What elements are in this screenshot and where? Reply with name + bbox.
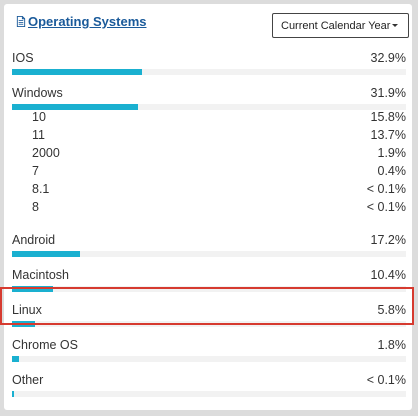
windows-version-row: 7 0.4%	[4, 162, 412, 180]
windows-version-row: 11 13.7%	[4, 126, 412, 144]
os-row-chrome-os: Chrome OS 1.8%	[4, 331, 412, 366]
windows-version-row: 8.1 < 0.1%	[4, 180, 412, 198]
os-row-android: Android 17.2%	[4, 226, 412, 261]
panel-header: Operating Systems Current Calendar Year	[4, 4, 412, 44]
os-label: Linux	[12, 303, 42, 317]
version-percent: 15.8%	[370, 110, 406, 124]
version-label: 2000	[32, 146, 60, 160]
os-row-ios: IOS 32.9%	[4, 44, 412, 79]
version-percent: < 0.1%	[366, 200, 406, 214]
os-bar-track	[12, 356, 406, 362]
version-label: 11	[32, 128, 45, 142]
panel-title: Operating Systems	[28, 14, 147, 29]
os-percent: < 0.1%	[366, 373, 406, 387]
os-label: Other	[12, 373, 44, 387]
os-bar-track	[12, 391, 406, 397]
os-row-windows: Windows 31.9%	[4, 79, 412, 114]
os-label: Macintosh	[12, 268, 69, 282]
os-bar-fill	[12, 391, 14, 397]
document-icon	[16, 16, 26, 27]
os-label: Android	[12, 233, 56, 247]
os-percent: 31.9%	[370, 86, 406, 100]
os-bar-track	[12, 286, 406, 292]
version-percent: < 0.1%	[366, 182, 406, 196]
os-percent: 17.2%	[370, 233, 406, 247]
os-bar-fill	[12, 286, 54, 292]
os-bar-fill	[12, 356, 20, 362]
os-bar-track	[12, 69, 406, 75]
windows-version-row: 10 15.8%	[4, 108, 412, 126]
version-percent: 1.9%	[377, 146, 407, 160]
os-label: Chrome OS	[12, 338, 78, 352]
os-percent: 1.8%	[377, 338, 407, 352]
os-bar-fill	[12, 69, 142, 75]
windows-version-row: 8 < 0.1%	[4, 198, 412, 216]
version-label: 7	[32, 164, 39, 178]
os-bar-fill	[12, 104, 139, 110]
caret-down-icon	[392, 24, 398, 27]
version-label: 8	[32, 200, 39, 214]
windows-version-row: 2000 1.9%	[4, 144, 412, 162]
period-select[interactable]: Current Calendar Year	[272, 13, 409, 38]
version-percent: 13.7%	[370, 128, 406, 142]
os-percent: 10.4%	[370, 268, 406, 282]
os-row-macintosh: Macintosh 10.4%	[4, 261, 412, 296]
os-bar-fill	[12, 321, 35, 327]
os-label: IOS	[12, 51, 34, 65]
os-bar-track	[12, 104, 406, 110]
os-bar-track	[12, 321, 406, 327]
os-percent: 32.9%	[370, 51, 406, 65]
version-percent: 0.4%	[377, 164, 407, 178]
os-row-linux: Linux 5.8%	[4, 296, 412, 331]
period-select-value: Current Calendar Year	[281, 19, 391, 32]
os-bar-track	[12, 251, 406, 257]
os-label: Windows	[12, 86, 63, 100]
os-row-other: Other < 0.1%	[4, 366, 412, 401]
os-bar-fill	[12, 251, 80, 257]
panel-title-link[interactable]: Operating Systems	[16, 14, 147, 29]
version-label: 8.1	[32, 182, 50, 196]
version-label: 10	[32, 110, 46, 124]
os-percent: 5.8%	[377, 303, 407, 317]
operating-systems-panel: Operating Systems Current Calendar Year …	[4, 4, 412, 410]
